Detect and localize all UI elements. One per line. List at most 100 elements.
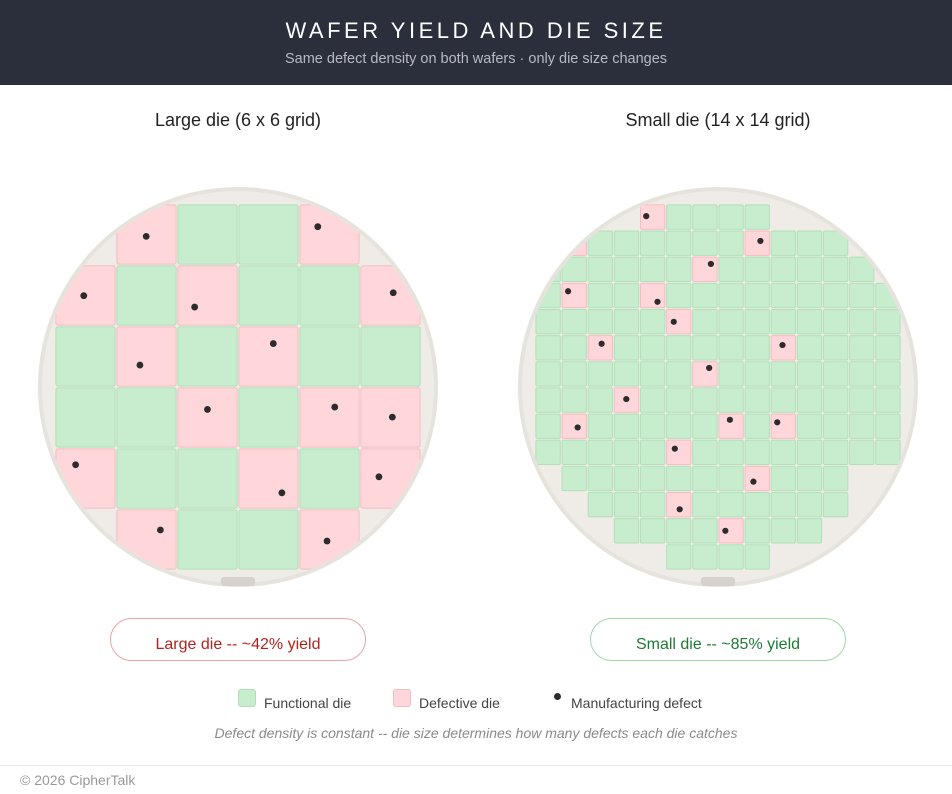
functional-die [360,326,421,387]
functional-die [177,204,238,265]
functional-die [692,439,718,466]
defect-dot [707,260,714,268]
functional-die [613,361,640,387]
functional-die [299,326,360,387]
functional-die [613,335,640,361]
page-title: WAFER YIELD AND DIE SIZE [285,18,667,43]
functional-die [177,509,238,570]
legend: Functional die Defective die Manufacturi… [0,686,952,716]
functional-die [692,465,718,492]
defective-die [238,326,299,387]
functional-die [744,308,770,335]
functional-die [770,439,797,466]
defective-die [55,448,116,509]
functional-die [796,308,823,335]
functional-die [587,439,614,466]
functional-die [613,491,640,518]
large-die-yield-badge: Large die -- ~42% yield [110,618,366,661]
functional-die [692,387,718,413]
defect-dot [191,303,199,311]
functional-die [666,204,692,230]
functional-die [666,256,692,283]
functional-die [744,361,770,387]
functional-die [849,361,875,387]
defect-dot [779,341,786,349]
defect-dot [750,478,757,485]
wafer-notch [221,577,255,586]
functional-die [238,387,299,448]
defect-dot [314,223,322,231]
functional-die [796,439,823,466]
defect-dot [142,232,150,240]
defective-die [666,308,692,335]
legend-functional-label: Functional die [264,695,352,711]
functional-die [177,326,238,387]
page-subtitle: Same defect density on both wafers · onl… [284,51,668,67]
functional-die [849,439,875,466]
functional-die [822,230,849,256]
functional-die [692,204,718,230]
functional-die [718,230,744,256]
functional-die [639,256,666,283]
functional-die [692,518,718,544]
functional-die [822,413,849,439]
functional-die [718,439,744,466]
functional-die [613,282,640,309]
functional-die [299,448,360,509]
functional-die [116,387,177,448]
functional-die [796,230,823,256]
functional-die [238,509,299,570]
functional-die [535,308,561,335]
functional-die [744,544,770,570]
wafer-notch [701,577,735,586]
header-banner: WAFER YIELD AND DIE SIZE Same defect den… [0,0,952,85]
defect-dot [774,419,781,426]
defect-dot [570,234,577,241]
defect-dot [676,506,683,513]
functional-die [822,282,849,309]
functional-die [692,230,718,256]
functional-die [692,335,718,361]
functional-die [561,361,587,387]
defect-dot [598,340,605,347]
functional-die [822,335,849,361]
functional-die [770,308,797,335]
functional-die [875,387,901,413]
functional-swatch [238,689,256,707]
functional-die [770,230,797,256]
functional-die [666,361,692,387]
defect-dot [269,340,277,347]
functional-die [535,335,561,361]
defective-die [692,256,718,283]
functional-die [613,518,640,544]
defective-die [718,518,744,544]
defective-die [639,282,666,309]
defective-die [299,204,360,265]
defect-dot [278,489,286,497]
small-die-wafer [518,187,918,587]
functional-die [822,465,849,492]
defective-die [666,439,692,466]
footer-divider [0,765,952,766]
defective-die [770,413,797,439]
functional-die [822,256,849,283]
functional-die [770,491,797,518]
functional-die [639,335,666,361]
functional-die [822,361,849,387]
functional-die [587,387,614,413]
functional-die [613,308,640,335]
large-wafer-label: Large die (6 x 6 grid) [154,110,322,130]
functional-die [177,448,238,509]
functional-die [744,256,770,283]
functional-die [849,387,875,413]
defect-dot [80,292,88,300]
functional-die [55,326,116,387]
functional-die [770,256,797,283]
defective-die [116,326,177,387]
functional-die [796,465,823,492]
functional-die [116,448,177,509]
defective-die [718,413,744,439]
functional-die [587,413,614,439]
functional-die [561,439,587,466]
functional-die [613,465,640,492]
